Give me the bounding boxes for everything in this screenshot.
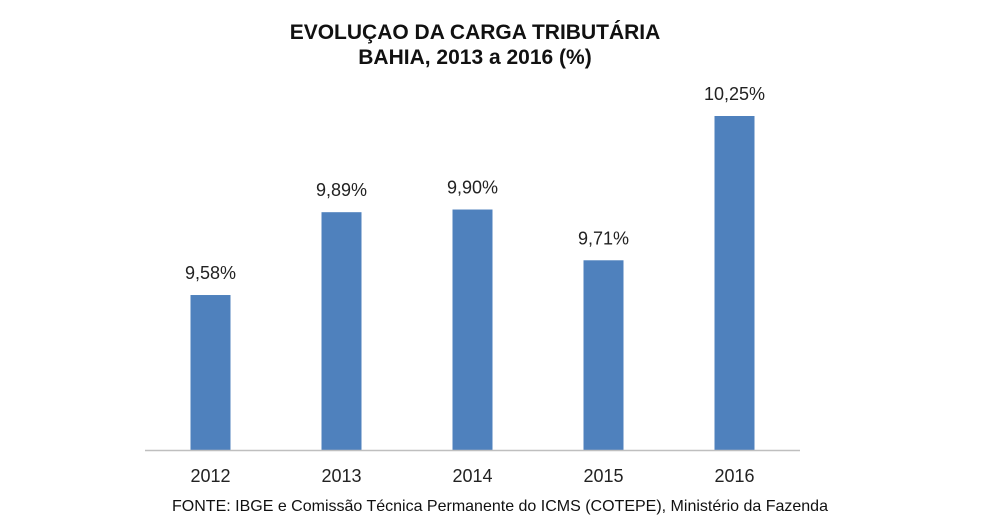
bar-2016	[714, 116, 755, 450]
data-label-2014: 9,90%	[447, 178, 498, 198]
data-label-2012: 9,58%	[185, 263, 236, 283]
data-label-2015: 9,71%	[578, 228, 629, 248]
x-tick-label-2013: 2013	[321, 466, 361, 486]
bar-2012	[190, 295, 231, 450]
x-tick-label-2016: 2016	[714, 466, 754, 486]
chart-title: EVOLUÇAO DA CARGA TRIBUTÁRIA	[289, 21, 661, 44]
chart-subtitle: BAHIA, 2013 a 2016 (%)	[358, 46, 592, 69]
data-label-2016: 10,25%	[704, 84, 765, 104]
bar-2015	[583, 260, 624, 450]
x-tick-label-2014: 2014	[452, 466, 492, 486]
bar-2013	[321, 212, 362, 450]
x-tick-labels-group: 2012 2013 2014 2015 2016	[190, 466, 754, 486]
bars-group	[190, 116, 755, 450]
data-labels-group: 9,58% 9,89% 9,90% 9,71% 10,25%	[185, 84, 765, 283]
source-note: FONTE: IBGE e Comissão Técnica Permanent…	[172, 498, 828, 515]
bar-2014	[452, 209, 493, 450]
x-tick-label-2012: 2012	[190, 466, 230, 486]
data-label-2013: 9,89%	[316, 180, 367, 200]
chart-title-block: EVOLUÇAO DA CARGA TRIBUTÁRIA BAHIA, 2013…	[0, 20, 950, 70]
x-tick-label-2015: 2015	[583, 466, 623, 486]
